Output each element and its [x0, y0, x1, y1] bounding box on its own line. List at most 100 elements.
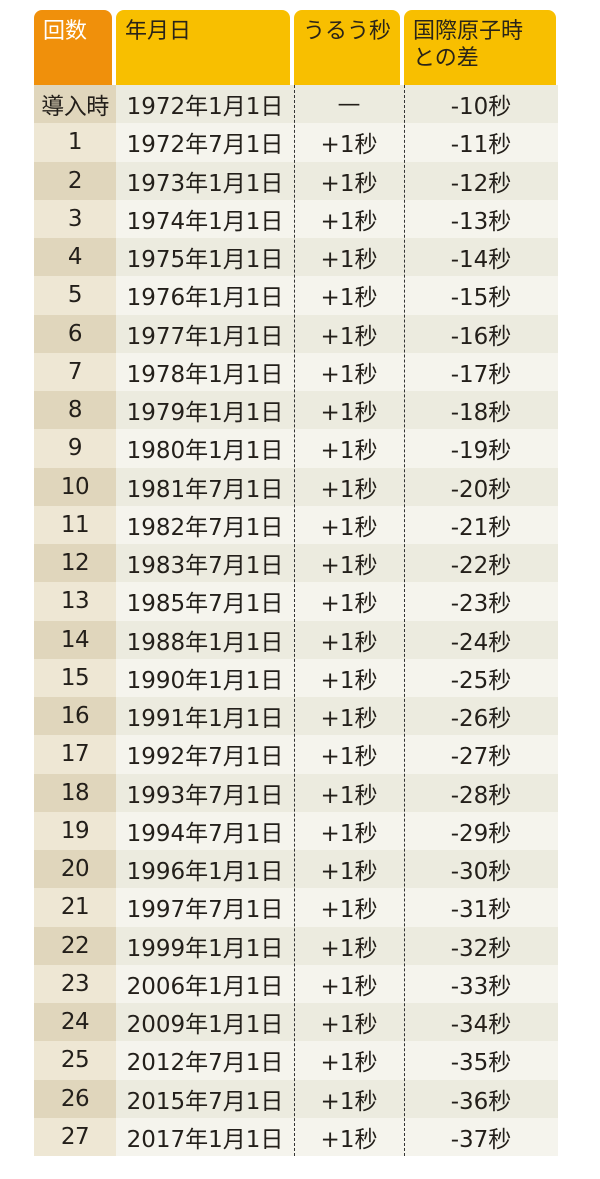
- header-date: 年月日: [116, 10, 290, 85]
- tai-difference-cell: -33秒: [404, 964, 558, 1003]
- count-cell: 19: [34, 811, 116, 850]
- table-row: 2 1973年1月1日 +1秒 -12秒: [34, 161, 558, 200]
- leap-second-cell: +1秒: [294, 352, 404, 391]
- leap-second-cell: +1秒: [294, 505, 404, 544]
- leap-second-cell-text: +1秒: [320, 361, 378, 388]
- tai-difference-cell-text: -22秒: [450, 553, 512, 580]
- table-body: 導入時 1972年1月1日 — -10秒 1 1972年7月1日 +1秒 -11秒 2 1973年…: [34, 85, 558, 1156]
- count-cell: 21: [34, 888, 116, 927]
- table-row: 19 1994年7月1日 +1秒 -29秒: [34, 811, 558, 850]
- date-cell: 1977年1月1日: [116, 314, 294, 353]
- leap-second-cell: +1秒: [294, 429, 404, 468]
- count-cell: 8: [34, 391, 116, 430]
- count-cell: 5: [34, 276, 116, 315]
- leap-second-cell-text: +1秒: [320, 323, 378, 350]
- count-cell: 16: [34, 697, 116, 736]
- tai-difference-cell: -34秒: [404, 1003, 558, 1042]
- tai-difference-cell-text: -29秒: [450, 820, 512, 847]
- table-row: 26 2015年7月1日 +1秒 -36秒: [34, 1079, 558, 1118]
- count-cell-text: 11: [60, 511, 90, 538]
- table-row: 4 1975年1月1日 +1秒 -14秒: [34, 238, 558, 277]
- leap-second-cell-text: +1秒: [320, 514, 378, 541]
- header-leap-second: うるう秒: [294, 10, 400, 85]
- tai-difference-cell: -14秒: [404, 238, 558, 277]
- date-cell: 1982年7月1日: [116, 505, 294, 544]
- date-cell-text: 1972年1月1日: [126, 94, 284, 121]
- count-cell: 6: [34, 314, 116, 353]
- leap-second-cell: +1秒: [294, 735, 404, 774]
- date-cell: 1976年1月1日: [116, 276, 294, 315]
- leap-second-cell-text: +1秒: [320, 170, 378, 197]
- leap-second-cell-text: +1秒: [320, 553, 378, 580]
- date-cell-text: 1977年1月1日: [126, 323, 284, 350]
- leap-second-cell-text: +1秒: [320, 1126, 378, 1153]
- date-cell: 2017年1月1日: [116, 1117, 294, 1156]
- date-cell-text: 1990年1月1日: [126, 667, 284, 694]
- tai-difference-cell: -11秒: [404, 123, 558, 162]
- date-cell-text: 1985年7月1日: [126, 591, 284, 618]
- table-row: 20 1996年1月1日 +1秒 -30秒: [34, 850, 558, 889]
- tai-difference-cell-text: -30秒: [450, 859, 512, 886]
- leap-second-cell-text: +1秒: [320, 1012, 378, 1039]
- tai-difference-cell-text: -20秒: [450, 476, 512, 503]
- count-cell-text: 27: [60, 1123, 90, 1150]
- date-cell: 2006年1月1日: [116, 964, 294, 1003]
- count-cell: 2: [34, 161, 116, 200]
- date-cell-text: 1982年7月1日: [126, 514, 284, 541]
- tai-difference-cell: -35秒: [404, 1041, 558, 1080]
- tai-difference-cell-text: -28秒: [450, 782, 512, 809]
- count-cell: 18: [34, 773, 116, 812]
- leap-second-cell: +1秒: [294, 238, 404, 277]
- leap-second-cell-text: +1秒: [320, 973, 378, 1000]
- tai-difference-cell: -31秒: [404, 888, 558, 927]
- tai-difference-cell: -17秒: [404, 352, 558, 391]
- tai-difference-cell-text: -19秒: [450, 438, 512, 465]
- leap-second-cell-text: —: [337, 91, 361, 118]
- tai-difference-cell-text: -11秒: [450, 132, 512, 159]
- date-cell: 1983年7月1日: [116, 544, 294, 583]
- date-cell-text: 1993年7月1日: [126, 782, 284, 809]
- date-cell-text: 1972年7月1日: [126, 132, 284, 159]
- leap-second-cell-text: +1秒: [320, 438, 378, 465]
- table-row: 14 1988年1月1日 +1秒 -24秒: [34, 620, 558, 659]
- leap-second-cell-text: +1秒: [320, 400, 378, 427]
- date-cell: 2012年7月1日: [116, 1041, 294, 1080]
- count-cell: 23: [34, 964, 116, 1003]
- leap-second-cell-text: +1秒: [320, 476, 378, 503]
- table-row: 導入時 1972年1月1日 — -10秒: [34, 85, 558, 124]
- table-row: 23 2006年1月1日 +1秒 -33秒: [34, 964, 558, 1003]
- count-cell: 1: [34, 123, 116, 162]
- count-cell: 10: [34, 467, 116, 506]
- count-cell: 12: [34, 544, 116, 583]
- table-row: 18 1993年7月1日 +1秒 -28秒: [34, 773, 558, 812]
- leap-second-cell-text: +1秒: [320, 897, 378, 924]
- tai-difference-cell-text: -18秒: [450, 400, 512, 427]
- tai-difference-cell-text: -25秒: [450, 667, 512, 694]
- tai-difference-cell-text: -35秒: [450, 1050, 512, 1077]
- table-row: 8 1979年1月1日 +1秒 -18秒: [34, 391, 558, 430]
- count-cell-text: 14: [60, 626, 90, 653]
- date-cell: 1985年7月1日: [116, 582, 294, 621]
- leap-second-cell: +1秒: [294, 199, 404, 238]
- leap-second-cell: +1秒: [294, 1041, 404, 1080]
- date-cell: 1999年1月1日: [116, 926, 294, 965]
- date-cell-text: 1992年7月1日: [126, 744, 284, 771]
- tai-difference-cell: -18秒: [404, 391, 558, 430]
- count-cell: 22: [34, 926, 116, 965]
- leap-second-cell: +1秒: [294, 123, 404, 162]
- count-cell-text: 12: [60, 550, 90, 577]
- leap-second-cell: +1秒: [294, 850, 404, 889]
- leap-second-cell-text: +1秒: [320, 208, 378, 235]
- leap-second-cell: +1秒: [294, 314, 404, 353]
- leap-second-cell: +1秒: [294, 544, 404, 583]
- table-row: 5 1976年1月1日 +1秒 -15秒: [34, 276, 558, 315]
- tai-difference-cell: -23秒: [404, 582, 558, 621]
- leap-second-cell-text: +1秒: [320, 591, 378, 618]
- count-cell-text: 4: [67, 244, 83, 271]
- count-cell-text: 20: [60, 856, 90, 883]
- leap-second-cell-text: +1秒: [320, 706, 378, 733]
- date-cell: 2015年7月1日: [116, 1079, 294, 1118]
- table-row: 25 2012年7月1日 +1秒 -35秒: [34, 1041, 558, 1080]
- column-divider: [294, 85, 295, 1156]
- table-row: 10 1981年7月1日 +1秒 -20秒: [34, 467, 558, 506]
